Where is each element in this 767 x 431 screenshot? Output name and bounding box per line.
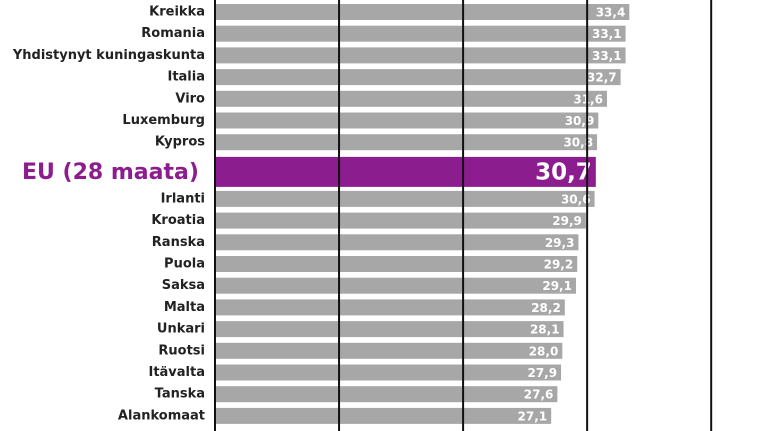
bar (215, 364, 562, 381)
bar (215, 342, 563, 359)
category-label: Saksa (162, 278, 205, 293)
value-label: 30,8 (563, 136, 593, 150)
value-label: 31,6 (573, 92, 603, 106)
bar (215, 112, 599, 129)
bar (215, 4, 630, 20)
category-label: Yhdistynyt kuningaskunta (12, 48, 205, 63)
value-label: 27,6 (524, 388, 554, 402)
category-label: Ranska (152, 235, 205, 250)
category-label: Alankomaat (118, 408, 205, 423)
category-label: Luxemburg (122, 113, 205, 128)
bar (215, 190, 595, 207)
value-label: 30,7 (535, 159, 592, 185)
category-label: Viro (175, 91, 205, 106)
bar (215, 134, 598, 151)
value-label: 29,1 (542, 279, 572, 293)
category-label: Unkari (157, 322, 205, 337)
bar (215, 277, 576, 294)
value-label: 32,7 (587, 71, 617, 85)
bar (215, 47, 626, 64)
bar (215, 156, 596, 187)
category-label: Kroatia (151, 213, 205, 228)
value-label: 29,2 (544, 258, 574, 272)
value-label: 28,2 (531, 301, 561, 315)
bar (215, 212, 586, 229)
bar (215, 299, 565, 316)
value-label: 33,1 (592, 27, 622, 41)
value-label: 29,3 (545, 236, 575, 250)
bar (215, 25, 626, 42)
bar (215, 256, 578, 272)
bar (215, 69, 621, 86)
bar (215, 407, 552, 424)
bar (215, 90, 607, 107)
value-label: 27,9 (527, 366, 557, 380)
value-label: 33,4 (596, 6, 626, 20)
category-label: Ruotsi (158, 343, 205, 358)
category-label: Kreikka (149, 5, 205, 20)
bar (215, 386, 558, 403)
category-label: Puola (164, 257, 205, 272)
bar (215, 234, 579, 251)
bar (215, 321, 564, 338)
value-label: 28,0 (529, 344, 559, 358)
value-label: 33,1 (592, 49, 622, 63)
category-label: Malta (164, 300, 205, 315)
category-label: Romania (141, 26, 205, 41)
category-label: Italia (167, 70, 205, 85)
value-label: 30,6 (561, 192, 591, 206)
value-label: 27,1 (518, 409, 548, 423)
category-label: Tanska (155, 387, 205, 402)
category-label: EU (28 maata) (22, 160, 199, 185)
value-label: 29,9 (552, 214, 582, 228)
value-label: 30,9 (565, 114, 595, 128)
category-label: Irlanti (161, 191, 205, 206)
category-label: Itävalta (148, 365, 205, 380)
category-label: Kypros (155, 135, 205, 150)
value-label: 28,1 (530, 323, 560, 337)
